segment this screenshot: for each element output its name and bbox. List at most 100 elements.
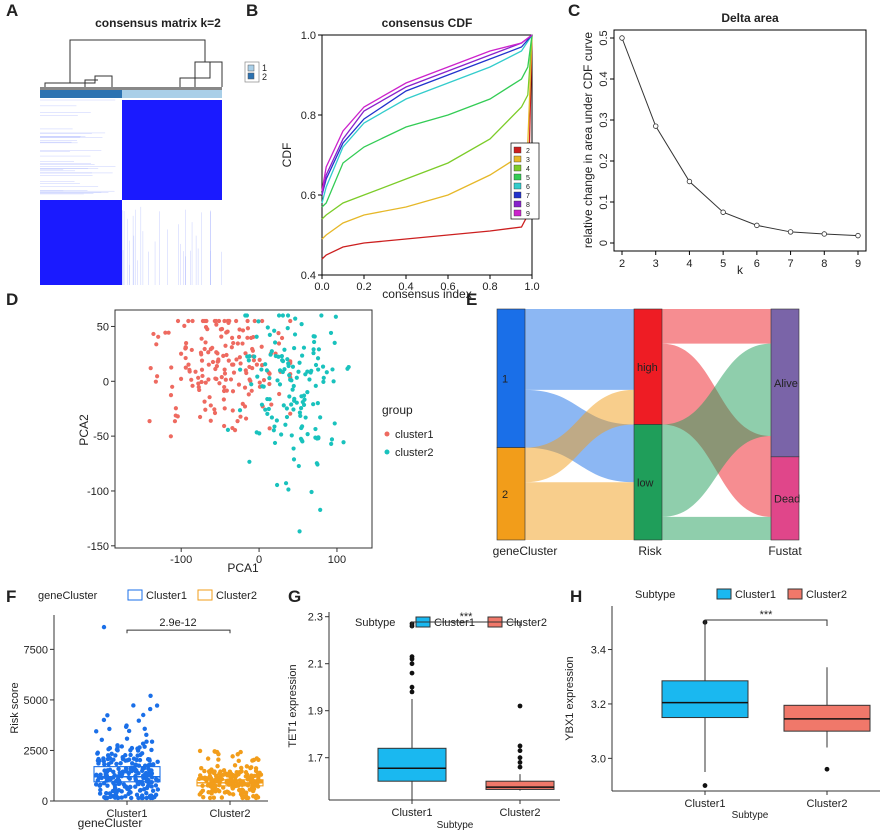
delta-point — [720, 209, 726, 215]
y-tick-label: 3.0 — [591, 753, 606, 765]
legend-swatch-k6 — [513, 182, 522, 190]
legend-label-cluster1: Cluster1 — [146, 590, 187, 602]
point-cluster2 — [237, 787, 242, 793]
point-cluster1 — [136, 718, 142, 723]
point-cluster1 — [178, 351, 184, 356]
significance-label: *** — [760, 609, 774, 621]
point-cluster2 — [232, 763, 238, 768]
point-cluster1 — [276, 341, 282, 346]
point-cluster2 — [318, 415, 323, 420]
x-axis-label: k — [737, 263, 744, 277]
y-tick-label: -50 — [93, 431, 109, 443]
point-cluster1 — [203, 407, 208, 412]
point-cluster1 — [183, 345, 188, 350]
panel-letter-F: F — [6, 587, 16, 606]
point-cluster2 — [249, 765, 254, 770]
cdf-line-k8 — [321, 34, 533, 196]
sankey-node-dead — [770, 456, 800, 541]
point-cluster1 — [202, 346, 207, 352]
point-cluster1 — [133, 767, 138, 772]
flow-gene2-low — [525, 482, 634, 540]
point-cluster1 — [169, 365, 174, 370]
point-cluster2 — [269, 349, 274, 354]
point-cluster2 — [235, 752, 240, 757]
point-cluster2 — [311, 347, 316, 352]
point-cluster2 — [294, 375, 299, 380]
point-cluster1 — [197, 387, 202, 393]
point-cluster2 — [315, 356, 321, 361]
y-axis-label: TET1 expression — [287, 664, 299, 747]
point-cluster2 — [297, 529, 302, 534]
y-tick-label: 0.2 — [598, 153, 610, 168]
dendrogram-branch — [179, 61, 211, 87]
point-cluster1 — [95, 750, 100, 755]
point-cluster2 — [316, 435, 321, 440]
point-cluster2 — [236, 758, 241, 764]
point-cluster2 — [280, 313, 285, 318]
point-cluster2 — [313, 426, 318, 432]
point-cluster2 — [291, 446, 296, 451]
sankey-node-1 — [496, 308, 526, 448]
point-cluster1 — [189, 347, 194, 353]
legend-key-cluster1 — [716, 588, 732, 600]
x-tick-label: 7 — [788, 258, 794, 270]
point-cluster2 — [287, 373, 292, 378]
point-cluster2 — [216, 757, 221, 762]
cdf-line-k6 — [321, 34, 533, 204]
point-cluster1 — [95, 758, 101, 763]
y-axis-label: CDF — [280, 143, 294, 168]
point-cluster1 — [276, 331, 281, 336]
dendrogram-branch — [84, 79, 98, 87]
dendrogram-branch — [69, 39, 206, 83]
y-tick-label: 50 — [97, 321, 109, 333]
point-cluster2 — [276, 313, 282, 318]
point-cluster2 — [259, 367, 264, 372]
point-cluster2 — [212, 769, 217, 774]
point-cluster2 — [307, 377, 312, 382]
point-cluster2 — [230, 792, 236, 797]
legend-key-cluster2 — [787, 588, 803, 600]
y-axis-label: relative change in area under CDF curve — [581, 32, 595, 248]
point-cluster2 — [221, 768, 227, 773]
point-cluster1 — [142, 744, 147, 749]
point-cluster2 — [283, 422, 288, 427]
point-cluster2 — [316, 367, 321, 372]
y-tick-label: 0 — [103, 376, 109, 388]
point-cluster2 — [332, 340, 337, 345]
significance-bracket — [411, 621, 521, 628]
point-cluster1 — [279, 335, 285, 341]
point-cluster1 — [234, 318, 239, 324]
dendrogram-branch — [210, 61, 223, 87]
point-cluster2 — [254, 334, 259, 339]
point-cluster2 — [281, 403, 286, 408]
cdf-line-k7 — [321, 34, 533, 196]
point-cluster1 — [133, 762, 139, 767]
legend-title: Subtype — [355, 617, 395, 629]
point-cluster1 — [155, 787, 161, 792]
point-cluster2 — [272, 328, 277, 333]
point-cluster1 — [203, 325, 209, 330]
point-cluster1 — [128, 752, 133, 758]
point-cluster1 — [248, 335, 254, 341]
point-cluster2 — [328, 330, 334, 336]
point-cluster2 — [252, 354, 257, 359]
cdf-line-k4 — [321, 34, 533, 220]
legend-label-k6: 6 — [526, 184, 530, 191]
box-cluster1 — [661, 680, 749, 719]
point-cluster2 — [216, 751, 221, 757]
legend-swatch-k9 — [513, 209, 522, 217]
point-cluster1 — [231, 340, 236, 346]
point-cluster2 — [318, 507, 323, 512]
point-cluster1 — [240, 341, 245, 346]
point-cluster1 — [175, 414, 180, 419]
point-cluster1 — [237, 327, 242, 332]
point-cluster2 — [212, 749, 217, 754]
point-cluster1 — [186, 318, 191, 324]
legend-key-cluster1 — [127, 589, 143, 601]
point-cluster1 — [219, 334, 224, 339]
sankey-node-alive — [770, 308, 800, 458]
point-cluster2 — [244, 764, 250, 769]
point-cluster2 — [253, 768, 259, 774]
point-cluster1 — [154, 703, 160, 708]
